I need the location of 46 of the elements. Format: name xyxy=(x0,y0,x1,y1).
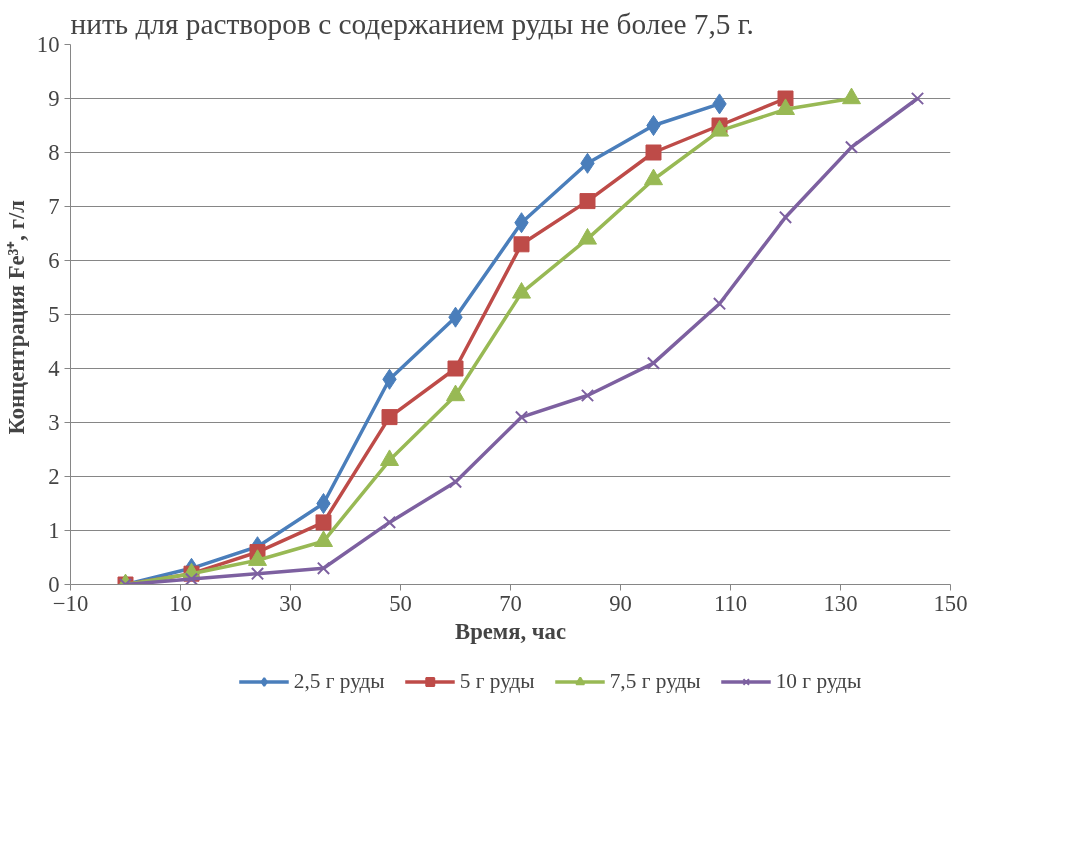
x-tick-label: 10 xyxy=(169,590,192,616)
point xyxy=(645,144,662,161)
legend-label: 5 г руды xyxy=(459,668,535,694)
point xyxy=(316,493,331,514)
point xyxy=(315,514,332,531)
point xyxy=(382,515,397,530)
point xyxy=(910,91,925,106)
y-tick-label: 8 xyxy=(48,140,60,165)
y-tick-label: 7 xyxy=(48,194,60,219)
y-axis-title: Концентрация Fe³⁺, г/л xyxy=(3,199,29,435)
y-tick-label: 3 xyxy=(48,410,60,435)
text: нить для растворов с содержанием руды не более 7,5 г. xyxy=(70,7,754,40)
point xyxy=(184,572,199,585)
point xyxy=(778,210,793,224)
point xyxy=(381,409,398,426)
x-tick-label: 130 xyxy=(823,590,858,616)
x-tick-label: 150 xyxy=(933,590,968,616)
point xyxy=(580,388,595,403)
x-tick-label: 90 xyxy=(609,590,632,616)
legend-label: 2,5 г руды xyxy=(293,668,385,694)
x-tick-label: 110 xyxy=(713,590,748,616)
point xyxy=(513,236,530,253)
legend-label: 10 г руды xyxy=(775,668,862,694)
legend-label: 7,5 г руды xyxy=(609,668,701,694)
point xyxy=(579,193,596,210)
point xyxy=(448,475,463,489)
y-tick-label: 2 xyxy=(48,464,60,489)
y-tick-label: 0 xyxy=(48,572,60,597)
point xyxy=(447,360,464,377)
point xyxy=(844,140,859,154)
y-tick-label: 9 xyxy=(48,86,60,111)
y-tick-label: 1 xyxy=(48,518,60,543)
y-tick-label: 6 xyxy=(48,248,60,273)
point xyxy=(646,115,661,136)
x-axis-title: Время, час xyxy=(455,618,566,644)
point xyxy=(316,561,331,575)
x-tick-label: 70 xyxy=(499,590,522,616)
point xyxy=(250,567,265,581)
point xyxy=(646,356,661,370)
y-tick-label: 4 xyxy=(48,356,60,381)
point xyxy=(514,410,529,424)
x-tick-label: 30 xyxy=(279,590,302,616)
point xyxy=(712,297,727,311)
y-tick-label: 5 xyxy=(48,302,60,327)
x-tick-label: 50 xyxy=(389,590,412,616)
y-tick-label: 10 xyxy=(36,32,60,57)
